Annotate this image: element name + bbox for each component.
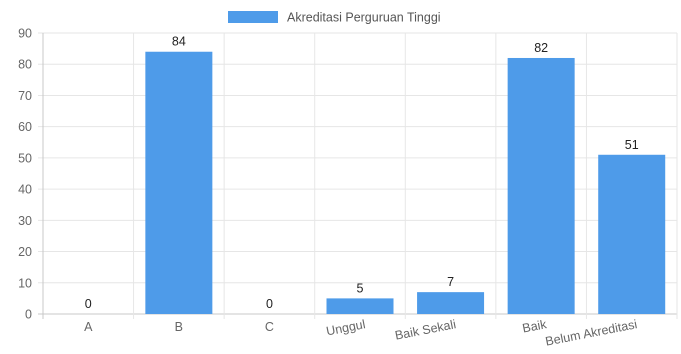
y-tick-label: 0 xyxy=(25,308,32,322)
legend-label: Akreditasi Perguruan Tinggi xyxy=(287,11,441,25)
y-tick-label: 40 xyxy=(18,183,32,197)
data-label: 5 xyxy=(357,281,364,295)
data-labels: 0 84 0 5 7 82 51 xyxy=(85,35,639,311)
y-tick-label: 10 xyxy=(18,276,32,290)
data-label: 0 xyxy=(85,297,92,311)
y-tick-label: 70 xyxy=(18,89,32,103)
y-tick-label: 90 xyxy=(18,27,32,41)
x-tick-label: C xyxy=(265,320,274,334)
data-label: 7 xyxy=(447,275,454,289)
y-axis: 0 10 20 30 40 50 60 70 80 90 xyxy=(18,27,32,322)
y-tick-label: 20 xyxy=(18,245,32,259)
legend[interactable]: Akreditasi Perguruan Tinggi xyxy=(228,11,441,25)
x-tick-label: B xyxy=(175,320,183,334)
x-tick-label: A xyxy=(84,320,93,334)
data-label: 82 xyxy=(534,41,548,55)
x-tick-label: Unggul xyxy=(325,317,367,338)
y-tick-label: 30 xyxy=(18,214,32,228)
legend-swatch xyxy=(228,11,278,23)
bar[interactable] xyxy=(145,51,213,314)
x-tick-label: Baik Sekali xyxy=(394,317,457,343)
bar[interactable] xyxy=(326,298,394,314)
data-label: 0 xyxy=(266,297,273,311)
grid xyxy=(38,32,678,319)
y-tick-label: 60 xyxy=(18,120,32,134)
bar[interactable] xyxy=(507,57,575,314)
y-tick-label: 80 xyxy=(18,58,32,72)
x-tick-label: Baik xyxy=(521,317,548,336)
data-label: 51 xyxy=(625,138,639,152)
y-tick-label: 50 xyxy=(18,151,32,165)
data-label: 84 xyxy=(172,35,186,49)
bar[interactable] xyxy=(417,292,485,314)
bars xyxy=(145,51,666,314)
bar[interactable] xyxy=(598,154,666,314)
x-tick-label: Belum Akreditasi xyxy=(544,317,638,349)
